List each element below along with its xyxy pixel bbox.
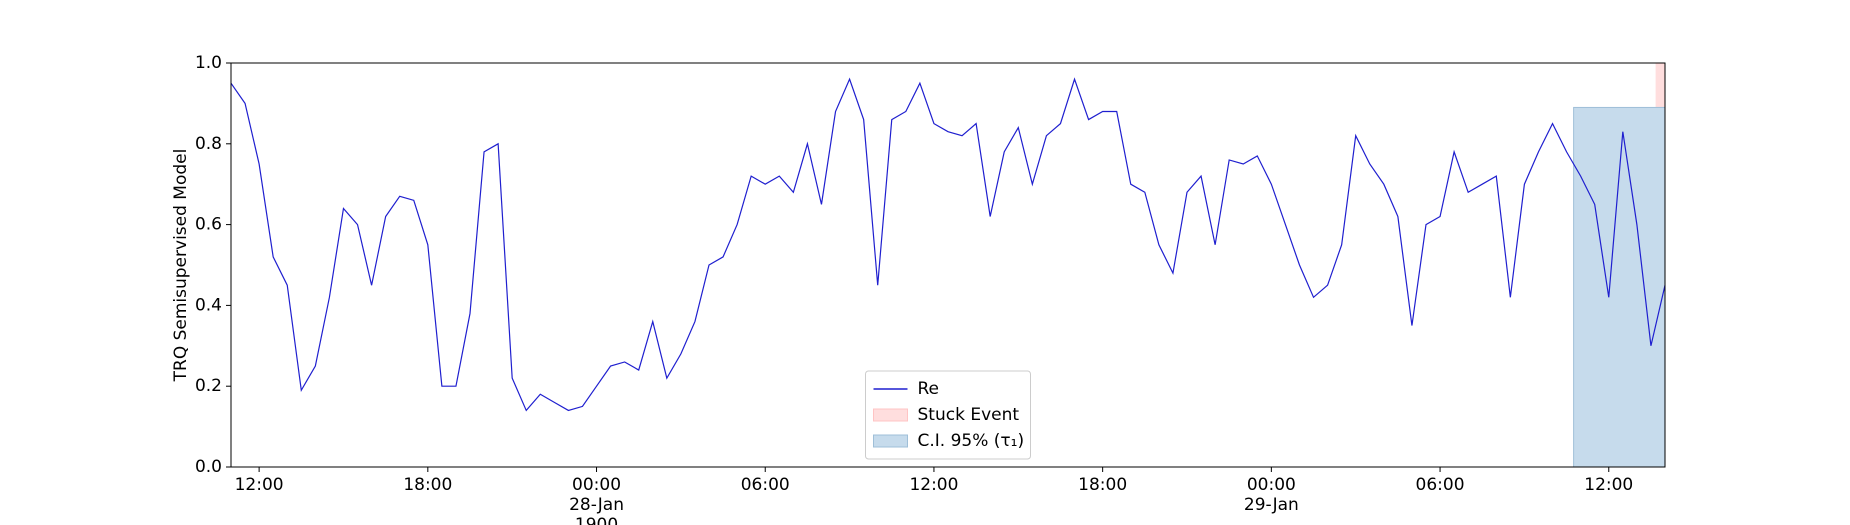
x-tick-label: 29-Jan <box>1244 495 1299 515</box>
y-tick-label: 0.2 <box>195 376 222 396</box>
legend-label: Re <box>918 379 940 399</box>
y-tick-label: 1.0 <box>195 53 222 73</box>
y-tick-label: 0.4 <box>195 295 222 315</box>
x-tick-label: 18:00 <box>403 475 452 495</box>
legend-swatch <box>873 408 908 422</box>
y-tick-label: 0.0 <box>195 457 222 477</box>
x-tick-label: 00:00 <box>572 475 621 495</box>
x-tick-label: 12:00 <box>1584 475 1633 495</box>
y-axis-label: TRQ Semisupervised Model <box>171 149 191 383</box>
x-tick-label: 12:00 <box>909 475 958 495</box>
legend: Re Stuck Event C.I. 95% (τ₁) <box>865 370 1031 460</box>
x-tick-label: 06:00 <box>741 475 790 495</box>
y-tick-label: 0.6 <box>195 215 222 235</box>
plot-frame <box>230 62 1666 468</box>
legend-label: Stuck Event <box>918 405 1020 425</box>
x-tick-label: 1900 <box>575 515 618 525</box>
legend-label: C.I. 95% (τ₁) <box>918 431 1025 451</box>
y-tick-label: 0.8 <box>195 134 222 154</box>
x-tick-label: 18:00 <box>1078 475 1127 495</box>
legend-swatch <box>873 434 908 448</box>
x-tick-label: 28-Jan <box>569 495 624 515</box>
x-tick-label: 06:00 <box>1416 475 1465 495</box>
x-tick-label: 00:00 <box>1247 475 1296 495</box>
x-tick-label: 12:00 <box>235 475 284 495</box>
shaded-span <box>1573 106 1666 468</box>
data-line <box>230 77 1666 412</box>
